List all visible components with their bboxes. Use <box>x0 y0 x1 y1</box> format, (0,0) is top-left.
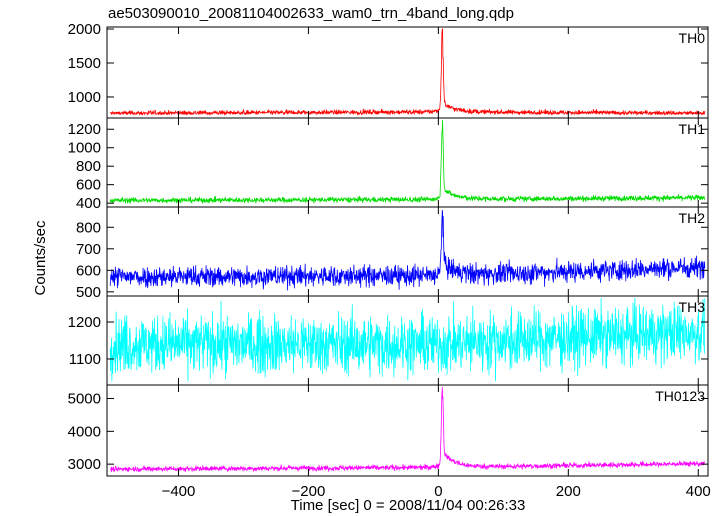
panel-frame <box>106 26 709 119</box>
band-label: TH0123 <box>655 388 705 404</box>
y-tick-label: 1000 <box>68 140 101 157</box>
panel-frame <box>106 117 709 208</box>
x-tick-label: −400 <box>162 483 196 500</box>
panel-frame <box>106 384 709 477</box>
y-tick-label: 2000 <box>68 21 101 38</box>
y-tick-label: 4000 <box>68 423 101 440</box>
series-line-th3 <box>109 297 706 382</box>
x-tick-label: 200 <box>556 483 581 500</box>
y-axis-label: Counts/sec <box>32 220 49 296</box>
band-label: TH0 <box>679 30 706 46</box>
y-tick-label: 1100 <box>69 351 101 368</box>
series-line-th0123 <box>109 386 705 473</box>
panel-th2: 500 600 700 800 TH2 <box>76 206 709 301</box>
x-tick-label: −200 <box>292 483 326 500</box>
x-tick-label: 0 <box>434 483 442 500</box>
series-line-th0 <box>109 28 706 116</box>
y-tick-label: 5000 <box>68 390 101 407</box>
chart-title: ae503090010_20081104002633_wam0_trn_4ban… <box>108 5 514 22</box>
band-label: TH3 <box>679 299 706 315</box>
band-label: TH1 <box>679 121 706 137</box>
y-tick-label: 800 <box>76 219 101 236</box>
panel-th0: 1000 1500 2000 TH0 <box>68 21 709 119</box>
y-tick-label: 1200 <box>68 314 101 331</box>
x-tick-label: 400 <box>686 483 711 500</box>
series-line-th2 <box>109 209 706 291</box>
y-tick-label: 3000 <box>68 456 101 473</box>
y-tick-label: 400 <box>76 195 101 212</box>
band-label: TH2 <box>679 210 706 226</box>
y-tick-label: 1200 <box>68 121 101 138</box>
y-tick-label: 700 <box>76 241 101 258</box>
y-tick-label: 500 <box>76 284 101 301</box>
y-tick-label: 1000 <box>68 89 101 106</box>
panel-th0123: 3000 4000 5000 TH0123 <box>68 384 709 477</box>
series-line-th1 <box>109 119 706 204</box>
y-tick-label: 1500 <box>68 55 101 72</box>
x-axis-label: Time [sec] 0 = 2008/11/04 00:26:33 <box>291 497 526 514</box>
y-tick-label: 800 <box>76 158 101 175</box>
y-tick-label: 600 <box>76 262 101 279</box>
y-tick-label: 600 <box>76 177 101 194</box>
panel-th3: 1100 1200 TH3 <box>68 295 709 386</box>
